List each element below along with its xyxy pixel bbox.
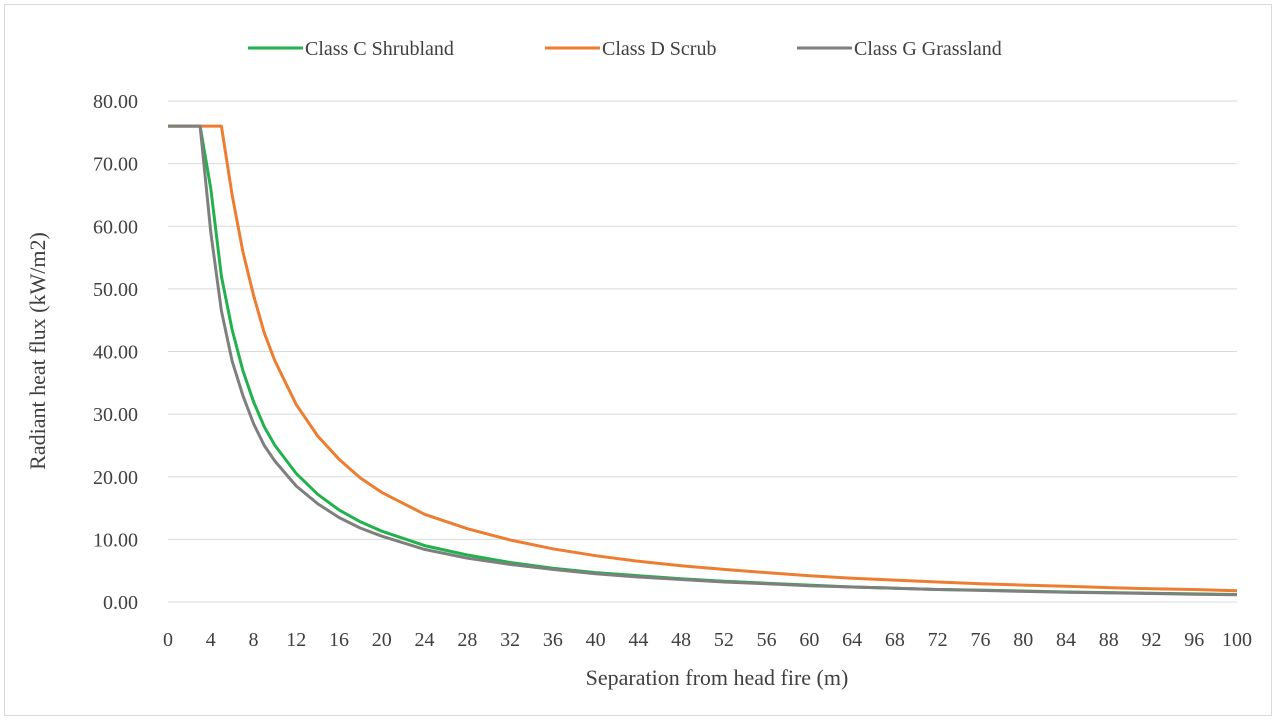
x-tick-label: 20 [372,629,392,651]
x-tick-label: 4 [206,629,216,651]
legend: Class C Shrubland Class D Scrub Class G Gr… [248,38,1002,60]
x-tick-label: 36 [543,629,563,651]
x-tick-label: 44 [628,629,648,651]
x-tick-label: 24 [415,629,435,651]
y-axis-title: Radiant heat flux (kW/m2) [25,232,50,470]
legend-label: Class D Scrub [602,38,716,60]
gridlines [168,100,1237,603]
x-axis-title: Separation from head fire (m) [586,665,849,690]
series-line-0 [168,124,1238,596]
y-tick-label: 60.00 [93,216,138,238]
x-tick-label: 48 [671,629,691,651]
x-tick-label: 100 [1222,629,1252,651]
x-tick-label: 32 [500,629,520,651]
x-tick-labels: 0 4 8 12 16 20 24 28 32 36 40 44 48 52 56 60 64 68 72 76 80 8… [163,629,1252,651]
y-tick-label: 70.00 [93,154,138,176]
y-tick-label: 30.00 [93,404,138,426]
y-tick-label: 0.00 [103,592,138,614]
x-tick-label: 40 [586,629,606,651]
x-tick-label: 16 [329,629,349,651]
x-tick-label: 8 [249,629,259,651]
x-tick-label: 60 [799,629,819,651]
x-tick-label: 84 [1056,629,1076,651]
y-tick-labels: 0.00 10.00 20.00 30.00 40.00 50.00 60.00 70.00 8… [93,91,138,614]
series-line-2 [168,124,1238,597]
y-tick-label: 10.00 [93,529,138,551]
x-tick-label: 88 [1099,629,1119,651]
x-tick-label: 68 [885,629,905,651]
legend-label: Class G Grassland [854,38,1002,60]
x-tick-label: 92 [1141,629,1161,651]
chart-frame: Class C Shrubland Class D Scrub Class G Gr… [4,4,1272,716]
series-lines [168,124,1238,597]
line-chart: Class C Shrubland Class D Scrub Class G Gr… [25,38,1252,690]
x-tick-label: 0 [163,629,173,651]
x-tick-label: 28 [457,629,477,651]
x-tick-label: 72 [928,629,948,651]
x-tick-label: 80 [1013,629,1033,651]
y-tick-label: 80.00 [93,91,138,113]
x-tick-label: 12 [286,629,306,651]
x-tick-label: 76 [970,629,990,651]
x-tick-label: 56 [757,629,777,651]
legend-label: Class C Shrubland [305,38,454,60]
y-tick-label: 50.00 [93,279,138,301]
y-tick-label: 20.00 [93,467,138,489]
x-tick-label: 52 [714,629,734,651]
x-tick-label: 64 [842,629,862,651]
series-line-1 [168,124,1238,593]
y-tick-label: 40.00 [93,342,138,364]
x-tick-label: 96 [1184,629,1204,651]
